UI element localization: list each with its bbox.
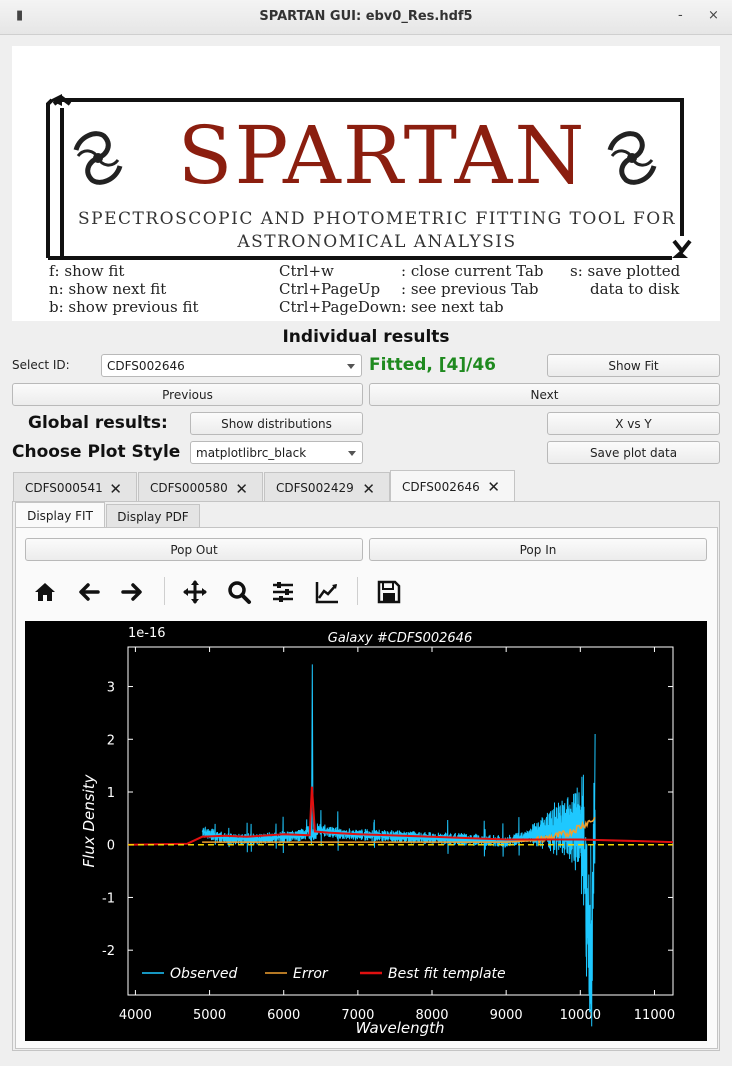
forward-icon[interactable]	[118, 578, 146, 606]
tab-label: CDFS002646	[402, 479, 480, 494]
y-tick-label: 1	[107, 786, 115, 801]
plot-style-combo[interactable]: matplotlibrc_black	[190, 441, 363, 464]
tab-label: CDFS000541	[25, 480, 103, 495]
plot-canvas[interactable]: 1e-16 Galaxy #CDFS002646 4000 5000 6000 700…	[25, 621, 707, 1041]
legend-label: Observed	[170, 966, 237, 982]
x-tick-label: 11000	[634, 1008, 675, 1023]
close-icon[interactable]: ✕	[109, 480, 122, 498]
x-tick-label: 6000	[267, 1008, 300, 1023]
next-button[interactable]: Next	[369, 383, 720, 406]
shortcut-previous-fit: b: show previous fit	[49, 298, 199, 316]
shortcut-next-fit: n: show next fit	[49, 280, 167, 298]
series-observed	[201, 664, 596, 1027]
logo-subtitle-line2: ASTRONOMICAL ANALYSIS	[237, 232, 517, 252]
tab-cdfs002429[interactable]: CDFS002429 ✕	[264, 472, 390, 502]
x-tick-label: 5000	[193, 1008, 226, 1023]
select-id-combo[interactable]: CDFS002646	[101, 354, 362, 377]
x-tick-label: 10000	[560, 1008, 601, 1023]
y-tick-label: 2	[107, 733, 115, 748]
tab-label: CDFS002429	[276, 480, 354, 495]
toolbar-separator	[164, 577, 165, 605]
home-icon[interactable]	[31, 578, 59, 606]
save-icon[interactable]	[375, 578, 403, 606]
tab-display-fit[interactable]: Display FIT	[15, 502, 105, 529]
shortcut-key-pageup: Ctrl+PageUp	[279, 280, 381, 298]
logo-frame	[46, 94, 692, 260]
back-icon[interactable]	[75, 578, 103, 606]
spectrum-chart: 1e-16 Galaxy #CDFS002646 4000 5000 6000 700…	[80, 626, 675, 1037]
chevron-down-icon	[347, 364, 355, 369]
close-window-button[interactable]: ×	[708, 8, 719, 23]
x-tick-label: 7000	[341, 1008, 374, 1023]
chevron-down-icon	[348, 451, 356, 456]
shortcut-key-close: Ctrl+w	[279, 262, 334, 280]
logo-title: SPARTAN	[177, 109, 587, 202]
chart-title: Galaxy #CDFS002646	[328, 631, 472, 646]
window-titlebar: ▮ SPARTAN GUI: ebv0_Res.hdf5 - ×	[0, 0, 732, 35]
legend-label: Best fit template	[388, 966, 506, 982]
plot-style-label: Choose Plot Style	[12, 442, 181, 462]
series-error	[202, 816, 596, 846]
window-title: SPARTAN GUI: ebv0_Res.hdf5	[259, 9, 473, 24]
zoom-icon[interactable]	[225, 578, 253, 606]
tab-cdfs000580[interactable]: CDFS000580 ✕	[138, 472, 263, 502]
shortcut-desc-pageup: : see previous Tab	[401, 280, 539, 298]
y-axis-label: Flux Density	[80, 773, 98, 867]
close-icon[interactable]: ✕	[362, 480, 375, 498]
toolbar-separator	[357, 577, 358, 605]
individual-results-heading: Individual results	[282, 327, 450, 347]
y-tick-label: 3	[107, 681, 115, 696]
x-tick-label: 4000	[119, 1008, 152, 1023]
fit-status: Fitted, [4]/46	[369, 355, 497, 375]
tab-label: CDFS000580	[150, 480, 228, 495]
global-results-heading: Global results:	[28, 413, 168, 433]
galaxy-left-icon	[72, 131, 124, 185]
y-tick-label: -1	[102, 891, 115, 906]
logo-subtitle-line1: SPECTROSCOPIC AND PHOTOMETRIC FITTING TO…	[78, 209, 676, 229]
y-tick-label: 0	[107, 839, 115, 854]
window-menu-icon[interactable]: ▮	[16, 8, 24, 23]
series-best-fit	[127, 786, 674, 846]
shortcut-desc-close: : close current Tab	[401, 262, 544, 280]
pan-icon[interactable]	[181, 578, 209, 606]
shortcut-show-fit: f: show fit	[49, 262, 125, 280]
save-plot-data-button[interactable]: Save plot data	[547, 441, 720, 464]
show-fit-button[interactable]: Show Fit	[547, 354, 720, 377]
x-tick-label: 8000	[415, 1008, 448, 1023]
select-id-label: Select ID:	[12, 358, 70, 372]
tab-cdfs000541[interactable]: CDFS000541 ✕	[13, 472, 137, 502]
x-tick-label: 9000	[490, 1008, 523, 1023]
tab-display-pdf[interactable]: Display PDF	[106, 504, 200, 529]
shortcut-save: s: save plotted	[570, 262, 681, 280]
select-id-value: CDFS002646	[107, 358, 185, 373]
y-tick-label: -2	[102, 944, 115, 959]
legend-label: Error	[293, 966, 329, 982]
pop-out-button[interactable]: Pop Out	[25, 538, 363, 561]
shortcut-save-desc: data to disk	[590, 280, 680, 298]
plot-style-value: matplotlibrc_black	[196, 445, 307, 460]
galaxy-right-icon	[606, 131, 658, 185]
minimize-button[interactable]: -	[678, 8, 683, 23]
tab-cdfs002646[interactable]: CDFS002646 ✕	[390, 470, 515, 502]
edit-curves-icon[interactable]	[313, 578, 341, 606]
x-axis-label: Wavelength	[355, 1019, 444, 1037]
shortcut-desc-pagedown: see next tab	[411, 298, 504, 316]
previous-button[interactable]: Previous	[12, 383, 363, 406]
plot-axes-frame	[127, 646, 674, 996]
show-distributions-button[interactable]: Show distributions	[190, 412, 363, 435]
pop-in-button[interactable]: Pop In	[369, 538, 707, 561]
configure-subplots-icon[interactable]	[269, 578, 297, 606]
shortcut-key-pagedown: Ctrl+PageDown:	[279, 298, 407, 316]
x-vs-y-button[interactable]: X vs Y	[547, 412, 720, 435]
close-icon[interactable]: ✕	[235, 480, 248, 498]
scale-label: 1e-16	[128, 626, 166, 641]
logo-panel: SPARTAN SPECTROSCOPIC AND PHOTOMETRIC FI…	[12, 46, 720, 321]
close-icon[interactable]: ✕	[487, 478, 500, 496]
